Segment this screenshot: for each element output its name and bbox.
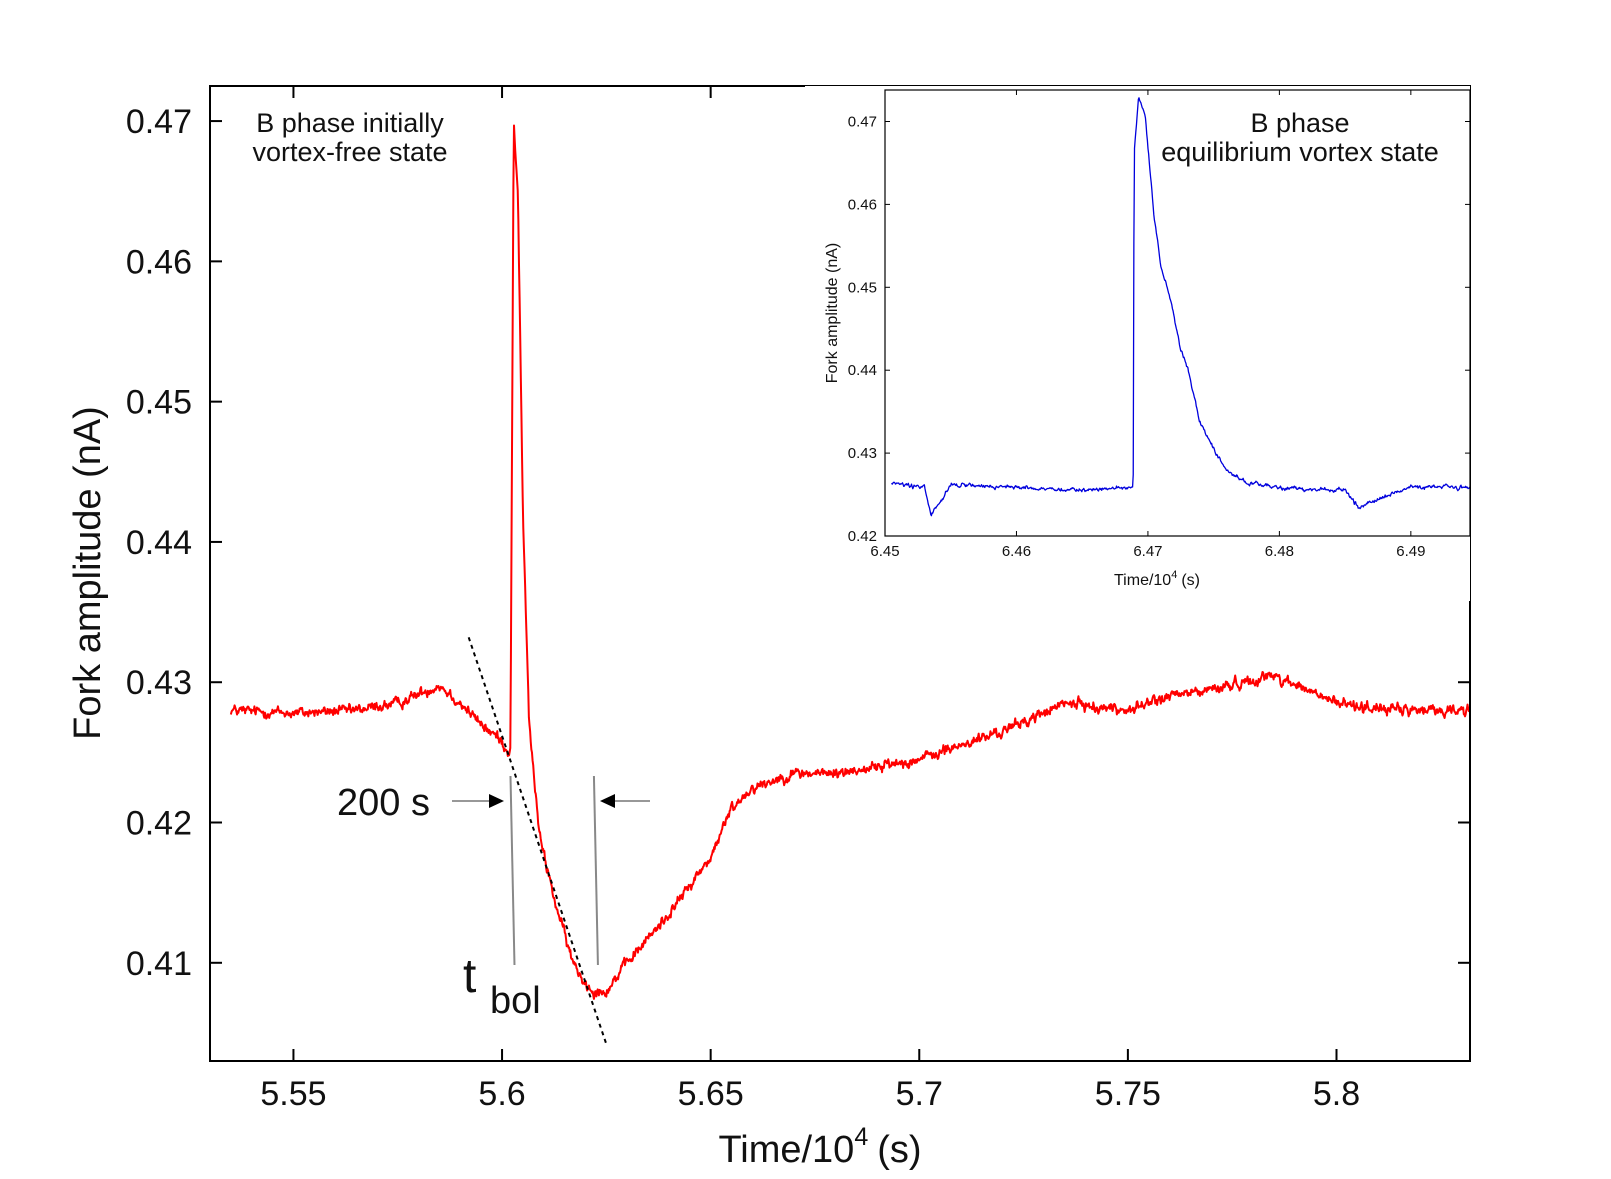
main-x-axis-label-text: Time/10 [718,1129,854,1171]
main-y-ticks: 0.41 0.42 0.43 0.44 0.45 0.46 0.47 [126,103,1470,983]
inset-panel-text-line-1: B phase [1250,108,1349,138]
inset-y-tick-label: 0.47 [848,114,877,131]
inset-x-axis-label-text: Time/10 [1114,572,1171,589]
main-y-tick-label: 0.45 [126,384,192,422]
tbol-label-sub: bol [490,980,541,1022]
inset-chart: 6.45 6.46 6.47 6.48 6.49 0.420.430.440.450.4… [805,86,1471,601]
tbol-marker-line-1 [509,775,516,966]
inset-y-axis-label: Fork amplitude (nA) [824,243,841,384]
main-y-tick-label: 0.44 [126,524,192,562]
interval-label: 200 s [337,782,430,824]
inset-x-ticks: 6.45 6.46 6.47 6.48 6.49 [870,90,1425,560]
main-y-axis-label: Fork amplitude (nA) [67,406,109,740]
main-y-tick-label: 0.43 [126,664,192,702]
main-series-group [229,124,1471,1000]
main-y-tick-label: 0.42 [126,805,192,843]
main-panel-text-line-1: B phase initially [256,108,444,138]
inset-x-axis-label: Time/104 (s) [1114,569,1200,589]
left-arrow-head [489,794,504,808]
inset-series-group [891,97,1471,517]
main-x-ticks: 5.55 5.6 5.65 5.7 5.75 5.8 [260,86,1360,1113]
right-arrow-head [600,794,615,808]
inset-data-line [891,97,1471,517]
main-x-tick-label: 5.6 [478,1075,525,1113]
inset-x-tick-label: 6.48 [1265,543,1294,560]
inset-plot-frame [884,89,1471,537]
main-x-axis-label-exponent: 4 [854,1123,868,1151]
inset-x-axis-label-unit: (s) [1181,572,1200,589]
inset-x-tick-label: 6.45 [870,543,899,560]
main-x-axis-label: Time/104 (s) [718,1123,921,1171]
main-x-tick-label: 5.7 [896,1075,943,1113]
inset-y-tick-label: 0.42 [848,528,877,545]
tbol-label-main: t [463,950,476,1003]
main-y-tick-label: 0.47 [126,103,192,141]
inset-y-tick-label: 0.46 [848,196,877,213]
inset-x-tick-label: 6.49 [1396,543,1425,560]
inset-x-tick-label: 6.47 [1133,543,1162,560]
main-panel-text-line-2: vortex-free state [252,137,447,167]
main-data-line [229,124,1471,1000]
main-y-tick-label: 0.46 [126,243,192,281]
main-x-tick-label: 5.65 [678,1075,744,1113]
inset-y-tick-label: 0.43 [848,445,877,462]
tbol-marker-line-2 [592,775,599,966]
main-marker-group [467,637,608,1045]
main-chart: 5.55 5.6 5.65 5.7 5.75 5.8 0.410.420.430.440.… [67,85,1471,1171]
main-x-tick-label: 5.75 [1095,1075,1161,1113]
main-x-tick-label: 5.55 [260,1075,326,1113]
inset-background [805,86,1470,601]
main-y-tick-label: 0.41 [126,945,192,983]
inset-panel-text-line-2: equilibrium vortex state [1161,137,1439,167]
inset-y-tick-label: 0.45 [848,279,877,296]
inset-x-axis-label-exponent: 4 [1171,569,1177,581]
inset-y-tick-label: 0.44 [848,362,877,379]
inset-x-tick-label: 6.46 [1002,543,1031,560]
inset-y-ticks: 0.42 0.43 0.44 0.45 0.46 0.47 [848,114,1470,545]
main-x-axis-label-unit: (s) [877,1129,921,1171]
main-x-tick-label: 5.8 [1313,1075,1360,1113]
